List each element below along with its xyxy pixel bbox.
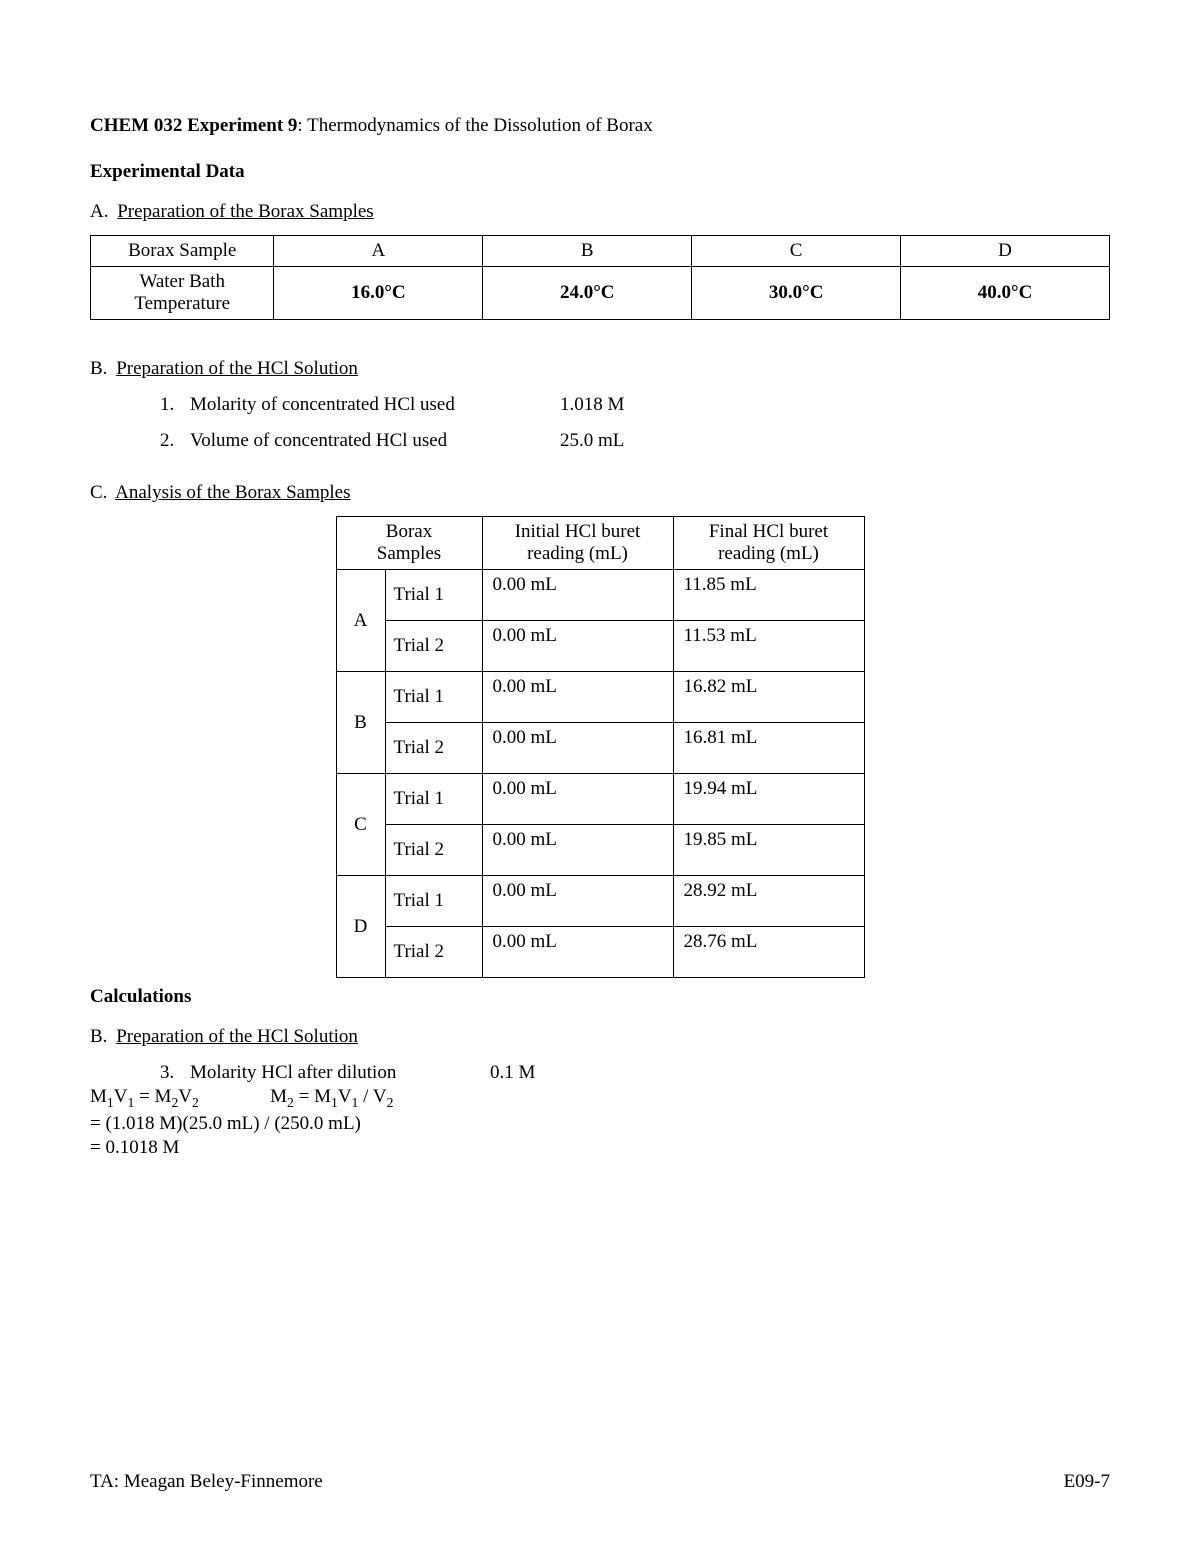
table-row: C Trial 1 0.00 mL 19.94 mL: [336, 774, 864, 825]
footer-ta: TA: Meagan Beley-Finnemore: [90, 1471, 323, 1493]
section-c-letter: C.: [90, 482, 107, 504]
heading-calculations: Calculations: [90, 986, 1110, 1008]
temp-val: 24.0°C: [483, 267, 692, 320]
hdr-initial: Initial HCl buret reading (mL): [482, 517, 673, 570]
list-item: 1. Molarity of concentrated HCl used 1.0…: [160, 394, 1110, 416]
list-item: 2. Volume of concentrated HCl used 25.0 …: [160, 430, 1110, 452]
temp-val: 40.0°C: [901, 267, 1110, 320]
temp-val: 16.0°C: [274, 267, 483, 320]
section-a-title: Preparation of the Borax Samples: [117, 201, 373, 222]
calc-subheading-b: B. Preparation of the HCl Solution: [90, 1026, 1110, 1048]
item-num: 2.: [160, 430, 190, 452]
calc-item-value: 0.1 M: [490, 1062, 535, 1084]
calc-block: 3. Molarity HCl after dilution 0.1 M M1V…: [90, 1062, 1110, 1159]
equation-line-1: M1V1 = M2V2 M2 = M1V1 / V2: [90, 1086, 1110, 1111]
final-cell: 16.81 mL: [673, 723, 864, 774]
trial-cell: Trial 2: [385, 621, 482, 672]
initial-cell: 0.00 mL: [482, 672, 673, 723]
section-b-letter: B.: [90, 358, 107, 380]
initial-cell: 0.00 mL: [482, 723, 673, 774]
section-c-title: Analysis of the Borax Samples: [115, 482, 350, 503]
page-footer: TA: Meagan Beley-Finnemore E09-7: [90, 1471, 1110, 1493]
calc-b-title: Preparation of the HCl Solution: [116, 1026, 358, 1047]
table-row: Trial 2 0.00 mL 16.81 mL: [336, 723, 864, 774]
initial-cell: 0.00 mL: [482, 825, 673, 876]
table-header-row: Borax Samples Initial HCl buret reading …: [336, 517, 864, 570]
section-a-letter: A.: [90, 201, 108, 223]
document-title: CHEM 032 Experiment 9: Thermodynamics of…: [90, 115, 1110, 137]
table-row: A Trial 1 0.00 mL 11.85 mL: [336, 570, 864, 621]
sample-cell: A: [336, 570, 385, 672]
page: CHEM 032 Experiment 9: Thermodynamics of…: [0, 0, 1200, 1553]
sample-col: A: [274, 236, 483, 267]
table-row: Trial 2 0.00 mL 11.53 mL: [336, 621, 864, 672]
table-row: Water Bath Temperature 16.0°C 24.0°C 30.…: [91, 267, 1110, 320]
initial-cell: 0.00 mL: [482, 927, 673, 978]
calc-b-letter: B.: [90, 1026, 107, 1048]
calc-item: 3. Molarity HCl after dilution 0.1 M: [160, 1062, 1110, 1084]
initial-cell: 0.00 mL: [482, 774, 673, 825]
table-row: Trial 2 0.00 mL 19.85 mL: [336, 825, 864, 876]
footer-page-number: E09-7: [1064, 1471, 1110, 1493]
trial-cell: Trial 1: [385, 774, 482, 825]
temperature-table: Borax Sample A B C D Water Bath Temperat…: [90, 235, 1110, 320]
trial-cell: Trial 2: [385, 723, 482, 774]
item-value: 1.018 M: [560, 394, 624, 416]
final-cell: 11.53 mL: [673, 621, 864, 672]
sample-cell: C: [336, 774, 385, 876]
temp-val: 30.0°C: [692, 267, 901, 320]
initial-cell: 0.00 mL: [482, 621, 673, 672]
trial-cell: Trial 2: [385, 927, 482, 978]
heading-experimental-data: Experimental Data: [90, 161, 1110, 183]
temp-label-sample: Borax Sample: [91, 236, 274, 267]
item-num: 1.: [160, 394, 190, 416]
equation-line-3: = 0.1018 M: [90, 1137, 1110, 1159]
subheading-a: A. Preparation of the Borax Samples: [90, 201, 1110, 223]
calc-item-num: 3.: [160, 1062, 190, 1084]
sample-col: B: [483, 236, 692, 267]
final-cell: 28.76 mL: [673, 927, 864, 978]
temp-label-waterbath: Water Bath Temperature: [91, 267, 274, 320]
initial-cell: 0.00 mL: [482, 876, 673, 927]
sample-cell: B: [336, 672, 385, 774]
final-cell: 11.85 mL: [673, 570, 864, 621]
table-row: D Trial 1 0.00 mL 28.92 mL: [336, 876, 864, 927]
trial-cell: Trial 1: [385, 672, 482, 723]
sample-cell: D: [336, 876, 385, 978]
sample-col: D: [901, 236, 1110, 267]
table-row: Trial 2 0.00 mL 28.76 mL: [336, 927, 864, 978]
trial-cell: Trial 1: [385, 570, 482, 621]
table-row: Borax Sample A B C D: [91, 236, 1110, 267]
calc-item-label: Molarity HCl after dilution: [190, 1062, 490, 1084]
subheading-c: C. Analysis of the Borax Samples: [90, 482, 1110, 504]
item-value: 25.0 mL: [560, 430, 624, 452]
title-bold: CHEM 032 Experiment 9: [90, 115, 297, 136]
final-cell: 16.82 mL: [673, 672, 864, 723]
sample-col: C: [692, 236, 901, 267]
title-rest: : Thermodynamics of the Dissolution of B…: [297, 115, 652, 136]
trial-cell: Trial 2: [385, 825, 482, 876]
hdr-samples: Borax Samples: [336, 517, 482, 570]
hcl-list: 1. Molarity of concentrated HCl used 1.0…: [160, 394, 1110, 452]
hdr-final: Final HCl buret reading (mL): [673, 517, 864, 570]
final-cell: 19.85 mL: [673, 825, 864, 876]
subheading-b: B. Preparation of the HCl Solution: [90, 358, 1110, 380]
section-b-title: Preparation of the HCl Solution: [116, 358, 358, 379]
trial-cell: Trial 1: [385, 876, 482, 927]
table-row: B Trial 1 0.00 mL 16.82 mL: [336, 672, 864, 723]
final-cell: 28.92 mL: [673, 876, 864, 927]
initial-cell: 0.00 mL: [482, 570, 673, 621]
item-label: Molarity of concentrated HCl used: [190, 394, 560, 416]
item-label: Volume of concentrated HCl used: [190, 430, 560, 452]
analysis-table: Borax Samples Initial HCl buret reading …: [336, 516, 865, 978]
final-cell: 19.94 mL: [673, 774, 864, 825]
equation-line-2: = (1.018 M)(25.0 mL) / (250.0 mL): [90, 1113, 1110, 1135]
